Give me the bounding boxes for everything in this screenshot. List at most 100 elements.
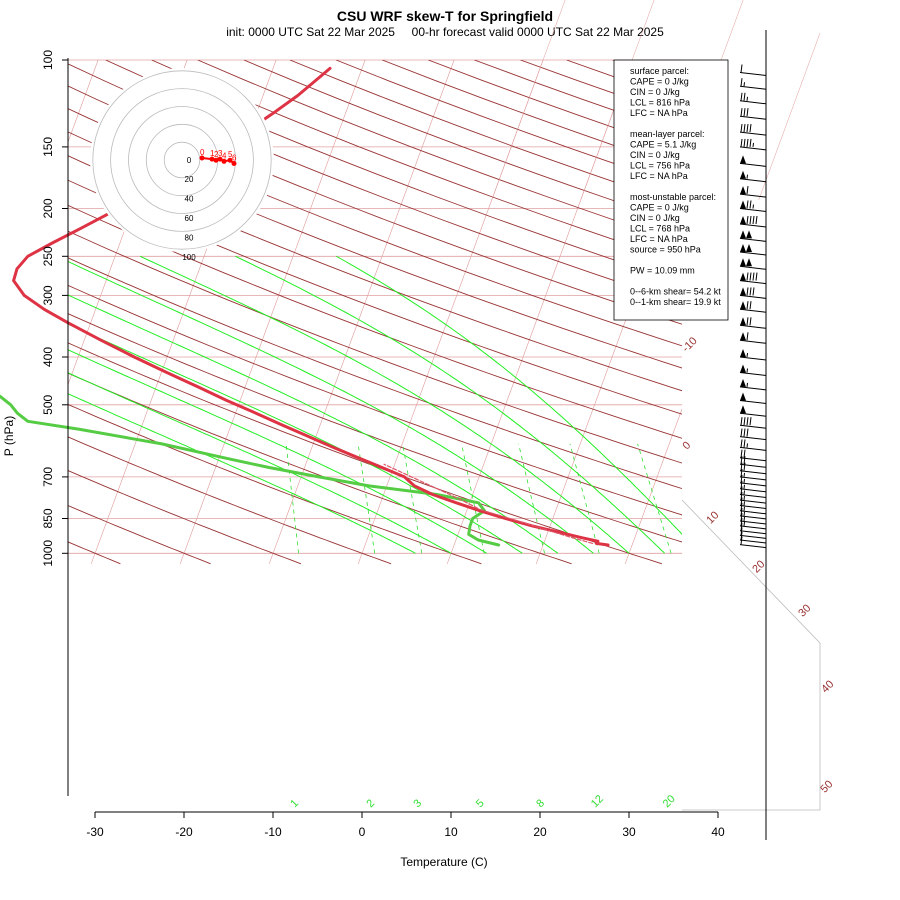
hodograph-point — [221, 158, 227, 164]
mixing-ratio-label: 8 — [534, 797, 547, 810]
y-axis-label: P (hPa) — [2, 416, 16, 456]
moist-adiabat-line — [336, 255, 682, 535]
mixing-ratio-label: 20 — [661, 793, 678, 810]
moist-adiabat-line — [68, 294, 559, 554]
moist-adiabat-line — [68, 349, 487, 554]
y-tick-label: 500 — [41, 394, 55, 414]
dry-adiabat-line — [68, 372, 572, 565]
hodograph-ring-label: 20 — [185, 175, 194, 184]
isotherm-extension — [758, 33, 821, 201]
hodograph-ring — [110, 88, 254, 232]
wind-barb — [739, 108, 767, 120]
extension-frame — [681, 499, 821, 811]
stats-line: LCL = 756 hPa — [630, 161, 690, 171]
stats-line: CIN = 0 J/kg — [630, 87, 680, 97]
chart-title: CSU WRF skew-T for Springfield — [337, 8, 553, 24]
wind-barb — [739, 301, 767, 313]
isotherm-extension — [491, 0, 566, 201]
mixing-ratio-line — [461, 443, 485, 554]
wind-barb — [739, 378, 767, 391]
mixing-ratio-line — [285, 443, 299, 554]
x-axis-label: Temperature (C) — [400, 855, 487, 869]
stats-line: 0--6-km shear= 54.2 kt — [630, 287, 721, 297]
hodograph-point — [213, 157, 219, 163]
dry-adiabat-line — [68, 342, 663, 565]
dry-adiabat-line — [68, 155, 682, 392]
y-tick-label: 400 — [41, 347, 55, 367]
y-tick-label: 850 — [41, 508, 55, 528]
dry-adiabat-line — [68, 403, 482, 565]
wind-barb — [739, 332, 767, 344]
wind-barb — [739, 138, 767, 151]
hodograph-point-label: 2 — [214, 150, 219, 159]
isotherm-label: -10 — [680, 335, 700, 355]
mixing-ratio-label: 1 — [288, 797, 301, 810]
profile-curves — [0, 66, 610, 547]
dry-adiabat-line — [68, 257, 682, 490]
isotherm-line — [803, 60, 900, 564]
hodograph-ring — [128, 106, 236, 214]
dry-adiabat-line — [68, 63, 682, 304]
y-tick-label: 1000 — [41, 540, 55, 567]
stats-line: CAPE = 0 J/kg — [630, 77, 689, 87]
wind-barb — [739, 502, 767, 515]
wind-barb — [739, 349, 767, 361]
moist-adiabat-line — [68, 372, 452, 554]
stats-line: most-unstable parcel: — [630, 192, 716, 202]
hodograph-point — [209, 156, 215, 162]
stats-line: 0--1-km shear= 19.9 kt — [630, 297, 721, 307]
hodograph-ring-label: 80 — [185, 234, 194, 243]
stats-line: CIN = 0 J/kg — [630, 150, 680, 160]
stats-line: PW = 10.09 mm — [630, 266, 695, 276]
x-tick-label: 10 — [444, 825, 458, 839]
stats-line: LFC = NA hPa — [630, 234, 688, 244]
wind-barb — [739, 522, 767, 535]
stats-line: CIN = 0 J/kg — [630, 213, 680, 223]
dry-adiabat-line — [68, 179, 682, 415]
y-tick-label: 250 — [41, 246, 55, 266]
hodograph-point-label: 6 — [232, 154, 237, 163]
mixing-ratio-label: 3 — [411, 797, 424, 810]
mixing-ratio-label: 2 — [364, 797, 377, 810]
stats-line: LCL = 768 hPa — [630, 224, 690, 234]
hodograph-point — [217, 156, 223, 162]
y-tick-label: 100 — [41, 50, 55, 70]
moist-adiabats — [68, 255, 682, 554]
wind-barb — [739, 405, 767, 417]
wind-barb — [739, 317, 767, 329]
y-tick-label: 700 — [41, 467, 55, 487]
dry-adiabat-line — [68, 204, 682, 439]
wind-barb — [739, 439, 767, 451]
hodograph-ring-label: 100 — [182, 253, 196, 262]
wind-barb — [739, 486, 767, 498]
isotherm-label: 10 — [704, 509, 721, 526]
dry-adiabat-line — [68, 284, 682, 516]
isotherm-line — [179, 60, 366, 564]
stats-line: mean-layer parcel: — [630, 129, 705, 139]
dry-adiabat-line — [68, 505, 211, 565]
wind-barb — [739, 272, 767, 285]
isotherm-line — [892, 60, 900, 564]
mixing-ratio-line — [637, 443, 672, 554]
hodograph-point-label: 5 — [228, 150, 233, 159]
wind-barb — [739, 428, 767, 441]
stats-line: LFC = NA hPa — [630, 171, 688, 181]
moist-adiabat-line — [235, 255, 666, 554]
x-tick-label: 30 — [622, 825, 636, 839]
wind-barb — [739, 527, 767, 539]
wind-barb — [739, 364, 767, 376]
hodograph-point — [231, 161, 237, 166]
x-tick-label: -10 — [264, 825, 282, 839]
isotherm-label: 0 — [680, 439, 693, 452]
isotherm-line — [0, 60, 9, 564]
hodograph-point — [227, 157, 233, 163]
wind-barb — [739, 480, 767, 493]
hodograph-ring — [92, 70, 272, 250]
hodograph-point-label: 0 — [200, 148, 205, 157]
dry-adiabat-line — [197, 60, 682, 244]
wind-barb — [739, 449, 767, 462]
dewpoint-line — [0, 394, 501, 547]
wind-barb — [739, 492, 767, 504]
